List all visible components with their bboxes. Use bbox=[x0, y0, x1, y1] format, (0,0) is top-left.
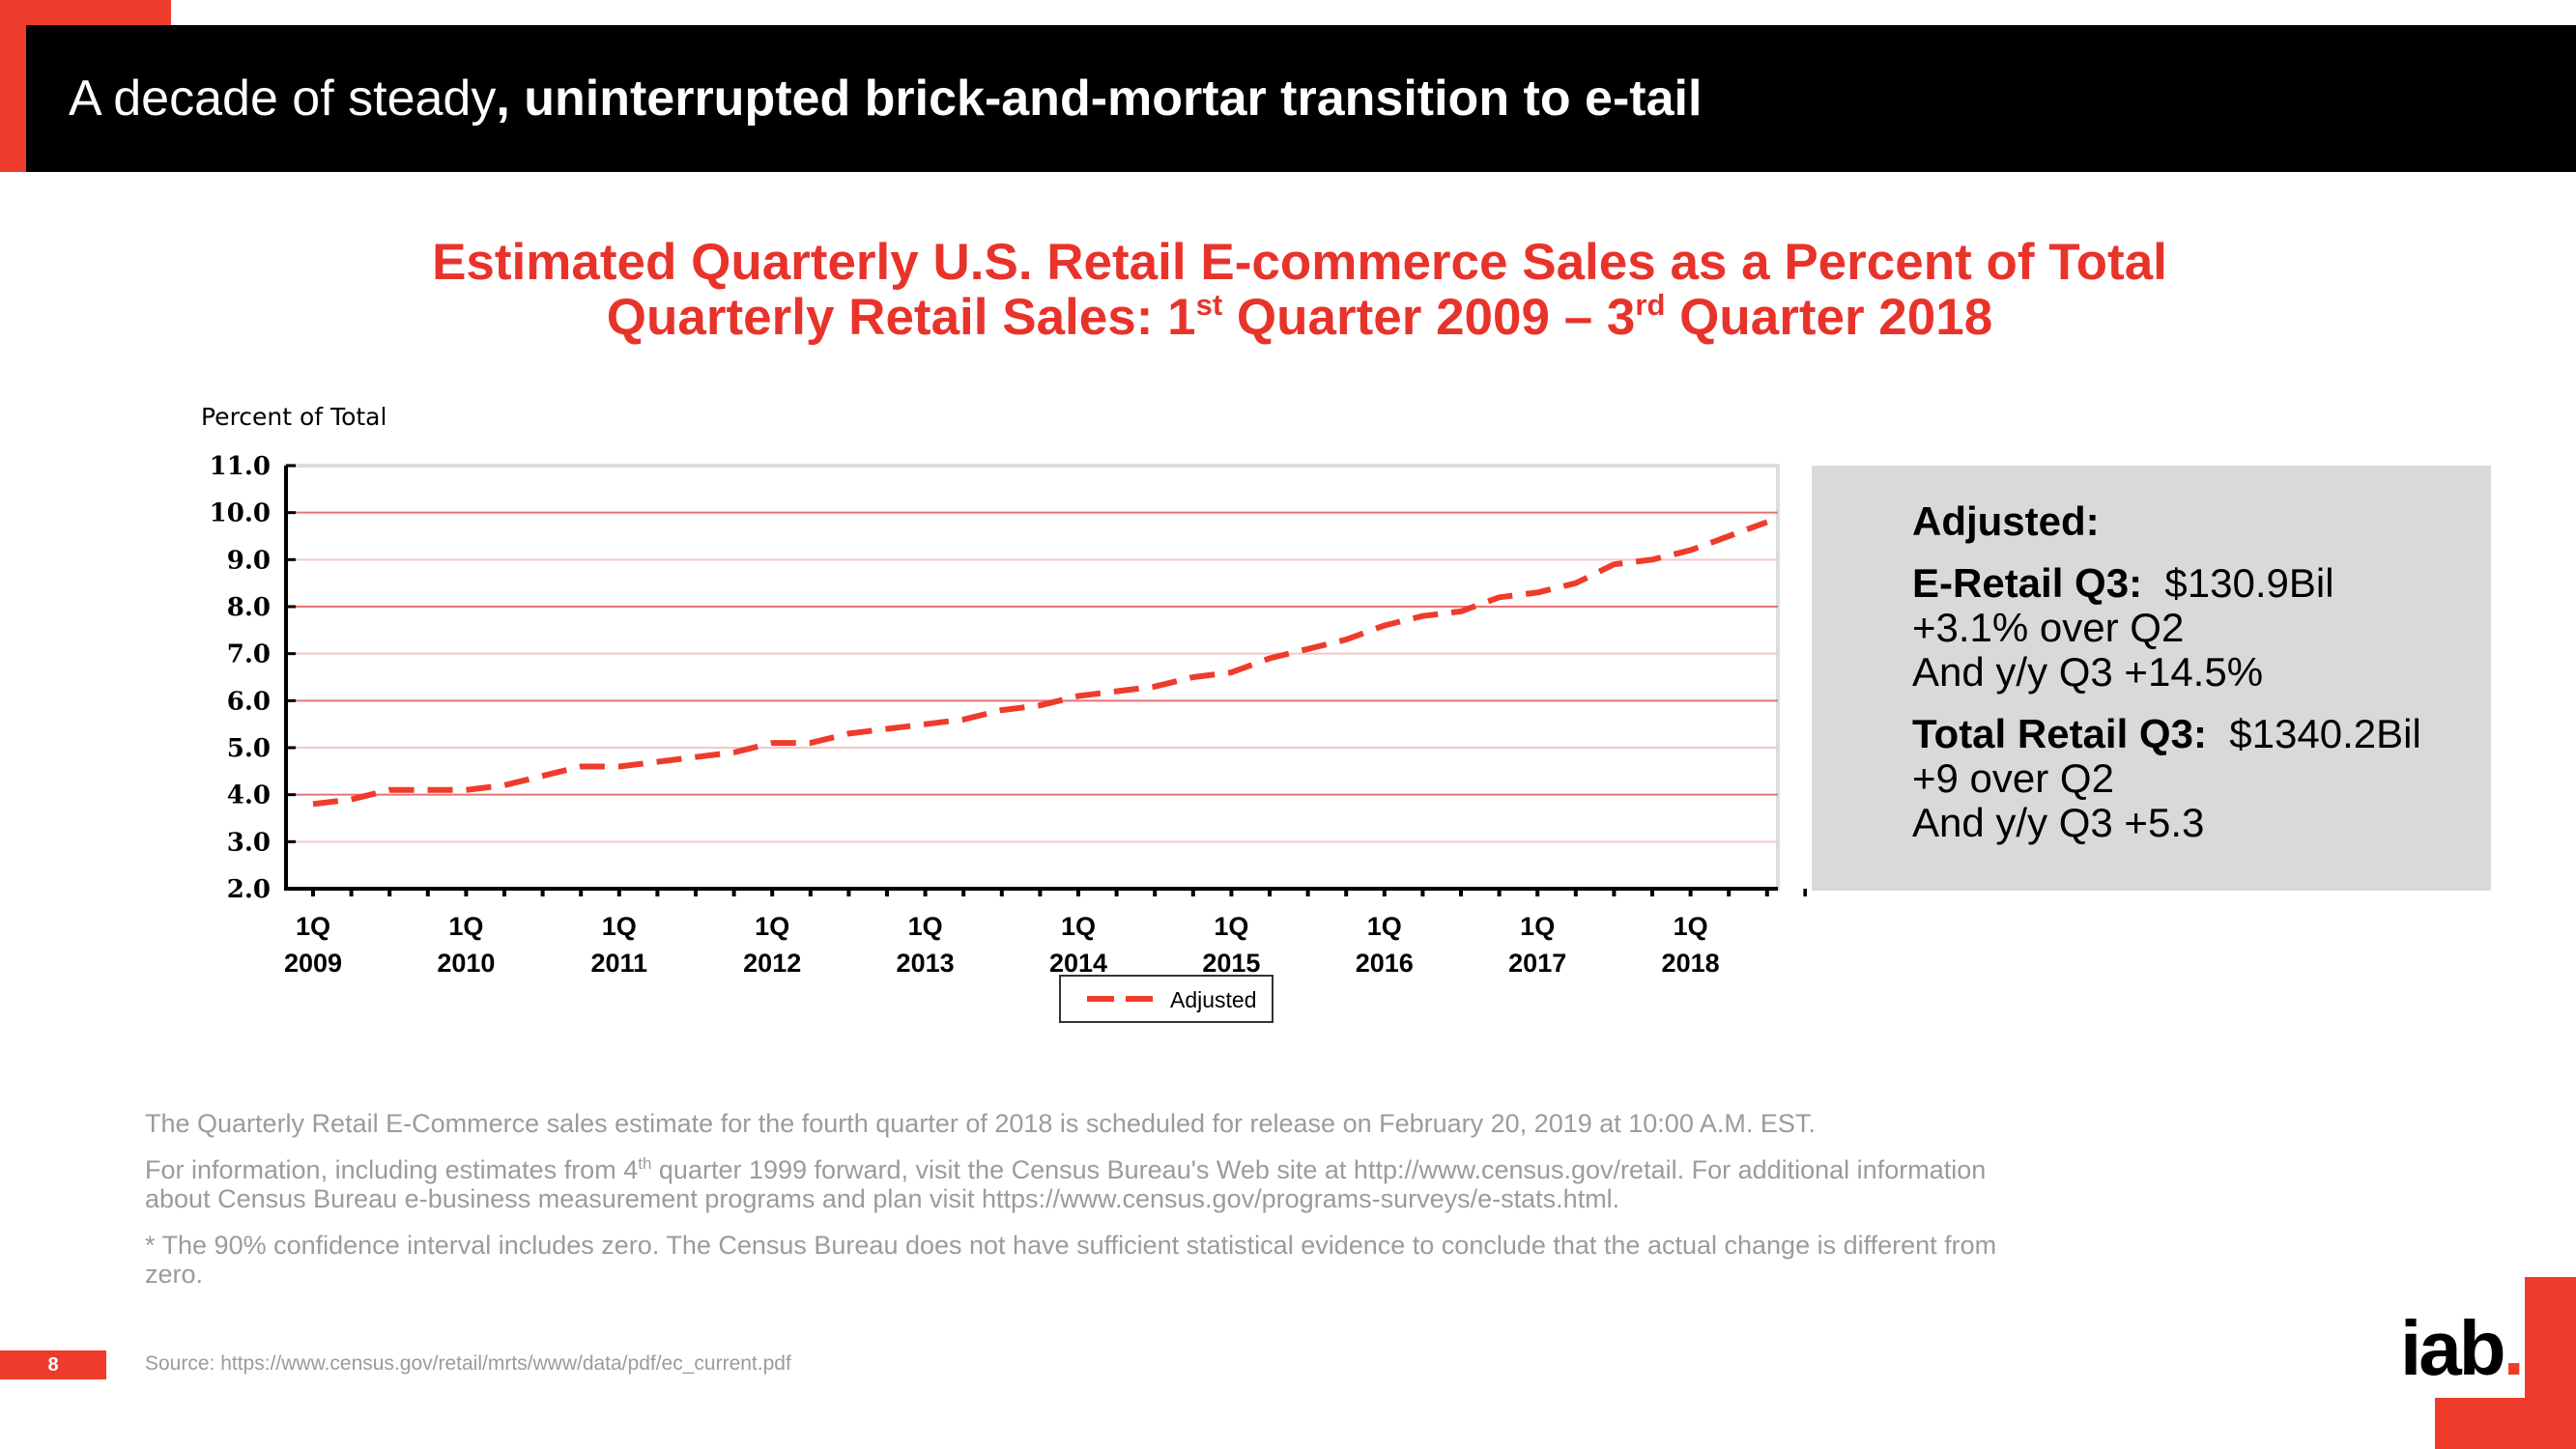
slide-title: A decade of steady, uninterrupted brick-… bbox=[69, 70, 1702, 128]
adjusted-summary-box: Adjusted: E-Retail Q3: $130.9Bil +3.1% o… bbox=[1812, 466, 2491, 891]
chart-heading-line2-a: Quarterly Retail Sales: 1 bbox=[606, 289, 1196, 346]
logo-text: iab bbox=[2400, 1305, 2506, 1391]
footnote-more-info-sup: th bbox=[638, 1154, 652, 1173]
x-tick-label-quarter: 1Q bbox=[1214, 912, 1248, 941]
x-tick-label-quarter: 1Q bbox=[908, 912, 943, 941]
x-tick-label-year: 2018 bbox=[1662, 949, 1720, 978]
x-tick-label-quarter: 1Q bbox=[1367, 912, 1402, 941]
accent-bar-bottom bbox=[2435, 1398, 2576, 1449]
footnote-confidence: * The 90% confidence interval includes z… bbox=[145, 1231, 1997, 1289]
legend-label-adjusted: Adjusted bbox=[1170, 987, 1257, 1012]
x-tick-label-year: 2013 bbox=[897, 949, 955, 978]
footnote-release-date: The Quarterly Retail E-Commerce sales es… bbox=[145, 1109, 1816, 1138]
eretail-label: E-Retail Q3: bbox=[1912, 560, 2143, 606]
footnote-more-info: For information, including estimates fro… bbox=[145, 1155, 2029, 1213]
y-tick-label: 9.0 bbox=[227, 546, 271, 575]
x-tick-label-quarter: 1Q bbox=[602, 912, 637, 941]
x-tick-label-quarter: 1Q bbox=[1520, 912, 1555, 941]
x-tick-label-quarter: 1Q bbox=[1674, 912, 1708, 941]
plot-frame bbox=[284, 464, 1780, 891]
x-tick-label-year: 2017 bbox=[1508, 949, 1566, 978]
y-tick-label: 10.0 bbox=[210, 499, 271, 528]
chart-heading-line2: Quarterly Retail Sales: 1st Quarter 2009… bbox=[271, 290, 2329, 345]
footnote-more-info-a: For information, including estimates fro… bbox=[145, 1155, 639, 1184]
x-tick-label-quarter: 1Q bbox=[448, 912, 483, 941]
eretail-qoq: +3.1% over Q2 bbox=[1912, 605, 2185, 650]
x-tick-label-quarter: 1Q bbox=[1061, 912, 1096, 941]
page-number: 8 bbox=[0, 1350, 106, 1379]
chart-heading-line1: Estimated Quarterly U.S. Retail E-commer… bbox=[432, 234, 2167, 291]
eretail-yoy: And y/y Q3 +14.5% bbox=[1912, 649, 2264, 695]
slide-title-regular: A decade of steady bbox=[69, 71, 497, 127]
y-tick-label: 3.0 bbox=[227, 828, 271, 857]
total-retail-yoy: And y/y Q3 +5.3 bbox=[1912, 800, 2205, 845]
summary-heading: Adjusted: bbox=[1912, 498, 2100, 544]
source-link: Source: https://www.census.gov/retail/mr… bbox=[145, 1352, 791, 1375]
total-retail-value: $1340.2Bil bbox=[2229, 711, 2421, 756]
total-retail-qoq: +9 over Q2 bbox=[1912, 755, 2114, 801]
logo-dot: . bbox=[2503, 1305, 2525, 1391]
footnote-more-info-b: quarter 1999 forward, visit the Census B… bbox=[145, 1155, 1987, 1213]
x-tick-label-year: 2012 bbox=[743, 949, 801, 978]
x-tick-label-year: 2014 bbox=[1049, 949, 1107, 978]
y-axis-title: Percent of Total bbox=[201, 403, 386, 431]
x-tick-label-year: 2016 bbox=[1356, 949, 1414, 978]
slide-title-bold: , uninterrupted brick-and-mortar transit… bbox=[496, 71, 1703, 127]
y-tick-label: 6.0 bbox=[227, 687, 271, 716]
y-tick-label: 5.0 bbox=[227, 734, 271, 763]
chart-heading-line2-b: Quarter 2009 – 3 bbox=[1222, 289, 1636, 346]
chart-heading: Estimated Quarterly U.S. Retail E-commer… bbox=[271, 235, 2329, 345]
y-tick-label: 11.0 bbox=[210, 452, 271, 481]
x-tick-label-year: 2010 bbox=[437, 949, 495, 978]
iab-logo: iab. bbox=[2400, 1304, 2525, 1393]
total-retail-row: Total Retail Q3: $1340.2Bil bbox=[1912, 712, 2491, 756]
chart-heading-sup-st: st bbox=[1195, 288, 1223, 322]
y-tick-label: 7.0 bbox=[227, 640, 271, 669]
y-tick-label: 8.0 bbox=[227, 593, 271, 622]
eretail-row: E-Retail Q3: $130.9Bil bbox=[1912, 561, 2491, 606]
total-retail-label: Total Retail Q3: bbox=[1912, 711, 2207, 756]
y-tick-label: 2.0 bbox=[227, 875, 271, 904]
y-tick-label: 4.0 bbox=[227, 781, 271, 810]
x-tick-label-year: 2015 bbox=[1202, 949, 1260, 978]
chart-heading-sup-rd: rd bbox=[1635, 288, 1666, 322]
eretail-value: $130.9Bil bbox=[2164, 560, 2334, 606]
x-tick-label-year: 2009 bbox=[284, 949, 342, 978]
x-tick-label-quarter: 1Q bbox=[755, 912, 789, 941]
x-tick-label-year: 2011 bbox=[591, 949, 648, 978]
footnotes: The Quarterly Retail E-Commerce sales es… bbox=[145, 1109, 2029, 1306]
ecommerce-percent-line-chart: 2.0 3.0 4.0 5.0 6.0 7.0 8.0 9.0 10.0 11.0 Percent … bbox=[201, 403, 1807, 1023]
slide-title-bar: A decade of steady, uninterrupted brick-… bbox=[26, 25, 2576, 172]
x-tick-label-quarter: 1Q bbox=[296, 912, 330, 941]
chart-heading-line2-c: Quarter 2018 bbox=[1665, 289, 1993, 346]
